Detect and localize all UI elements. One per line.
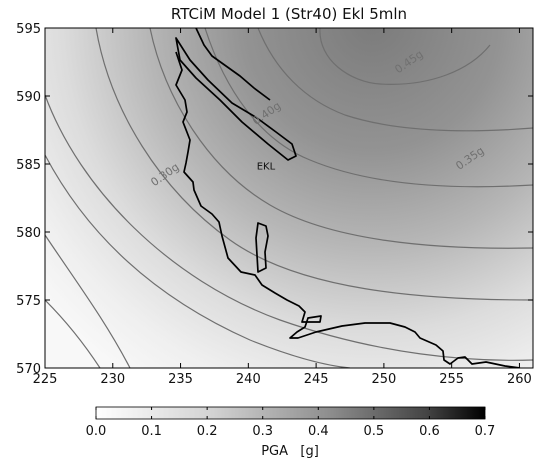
contour-line [45,154,351,368]
colorbar-tick-label: 0.5 [364,424,385,439]
colorbar: 0.0 0.1 0.2 0.3 0.4 0.5 0.6 0.7 PGA [g] [86,406,496,459]
colorbar-tick-label: 0.2 [197,424,218,439]
colorbar-tick-label: 0.6 [419,424,440,439]
x-tick-label: 225 [33,372,58,387]
colorbar-tick-label: 0.3 [252,424,273,439]
plot-frame [44,27,534,369]
x-tick-label: 245 [304,372,329,387]
x-tick-label: 260 [507,372,532,387]
coastline [175,28,521,368]
colorbar-label: PGA [g] [261,444,319,459]
coastline-mainland [175,51,521,368]
coastline-northern-shore [195,28,271,101]
contour-line [319,28,491,85]
colorbar-tick-label: 0.4 [308,424,329,439]
contour-line [149,28,533,249]
x-axis: 225 230 235 240 245 250 255 260 [33,28,532,387]
x-tick-label: 250 [371,372,396,387]
y-tick-label: 590 [16,90,41,105]
y-tick-label: 585 [16,158,41,173]
colorbar-tick-label: 0.0 [86,424,107,439]
x-tick-label: 255 [439,372,464,387]
contour-line [45,299,101,368]
x-tick-label: 235 [168,372,193,387]
contour-line [257,28,533,132]
x-tick-label: 240 [236,372,261,387]
coastline-island [175,37,297,161]
contour-lines [45,28,533,368]
y-tick-label: 595 [16,22,41,37]
colorbar-tick-label: 0.1 [141,424,162,439]
station-label: EKL [257,161,276,172]
contour-line [45,234,131,368]
y-tick-label: 570 [16,362,41,377]
pga-field [45,28,533,368]
point-labels: EKL [257,161,276,172]
colorbar-ticks: 0.0 0.1 0.2 0.3 0.4 0.5 0.6 0.7 [86,407,496,439]
coastline-peninsula [255,222,269,273]
y-axis: 570 575 580 585 590 595 [16,22,533,377]
y-tick-label: 575 [16,294,41,309]
chart-title: RTCiM Model 1 (Str40) Ekl 5mln [171,5,407,23]
contour-line [95,28,533,301]
y-tick-label: 580 [16,226,41,241]
contour-line [204,28,533,188]
colorbar-ramp [95,406,486,420]
colorbar-tick-label: 0.7 [475,424,496,439]
x-tick-label: 230 [100,372,125,387]
